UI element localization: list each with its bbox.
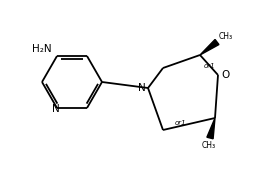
Text: N: N bbox=[52, 104, 60, 114]
Text: H₂N: H₂N bbox=[32, 44, 52, 54]
Polygon shape bbox=[200, 40, 219, 55]
Text: or1: or1 bbox=[175, 120, 187, 126]
Text: or1: or1 bbox=[204, 63, 216, 69]
Text: CH₃: CH₃ bbox=[219, 32, 233, 41]
Text: N: N bbox=[138, 83, 146, 93]
Text: CH₃: CH₃ bbox=[202, 141, 216, 150]
Polygon shape bbox=[207, 118, 215, 139]
Text: O: O bbox=[221, 70, 229, 80]
